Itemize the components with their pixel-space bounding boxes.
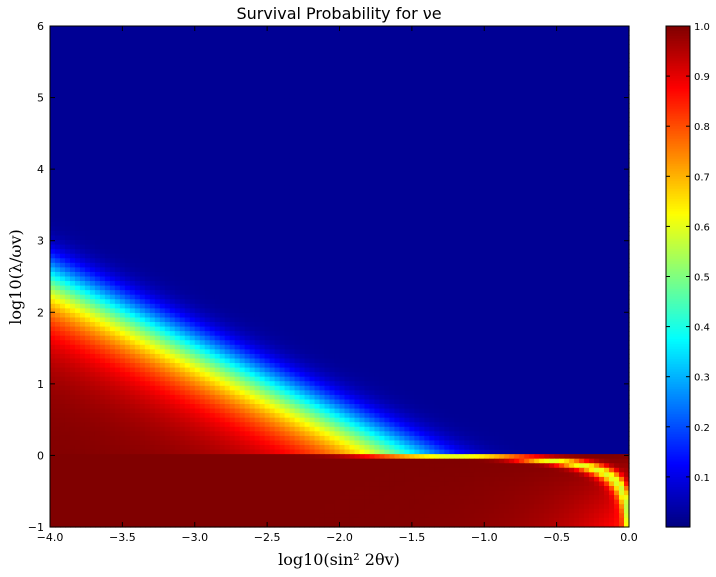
x-axis-label: log10(sin² 2θv) [278,550,400,569]
x-tick-label: −3.5 [109,531,136,544]
x-tick-label: −2.0 [326,531,353,544]
x-tick-label: −0.5 [543,531,570,544]
colorbar [666,26,690,528]
y-tick-label: 0 [37,449,44,462]
x-tick-label: −1.0 [471,531,498,544]
y-tick-label: −1 [28,521,44,534]
colorbar-tick-label: 0.2 [694,423,710,434]
chart-title: Survival Probability for νe [236,4,441,23]
x-tick-label: −3.0 [181,531,208,544]
y-tick-label: 4 [37,163,44,176]
colorbar-tick-label: 0.8 [694,122,710,133]
colorbar-tick-label: 0.5 [694,273,710,284]
colorbar-tick-label: 0.7 [694,172,710,183]
colorbar-tick-label: 0.4 [694,323,710,334]
colorbar-tick-label: 0.3 [694,373,710,384]
y-axis-label: log10(λ/ωv) [6,229,25,324]
y-tick-label: 3 [37,235,44,248]
x-tick-label: −2.5 [254,531,281,544]
colorbar-tick-label: 0.1 [694,473,710,484]
colorbar-tick-label: 0.6 [694,222,710,233]
y-axis-ticks: −1 0 1 2 3 4 5 6 [28,20,629,534]
x-tick-label: −1.5 [399,531,426,544]
colorbar-ticks: 0.1 0.2 0.3 0.4 0.5 0.6 0.7 0.8 0.9 1.0 [666,22,710,484]
colorbar-tick-label: 0.9 [694,72,710,83]
y-tick-label: 1 [37,378,44,391]
y-tick-label: 5 [37,92,44,105]
x-tick-label: −4.0 [37,531,64,544]
x-axis-ticks: −4.0 −3.5 −3.0 −2.5 −2.0 −1.5 −1.0 −0.5 0.0 [37,26,638,544]
x-tick-label: 0.0 [620,531,638,544]
y-tick-label: 2 [37,306,44,319]
colorbar-tick-label: 1.0 [694,22,710,33]
y-tick-label: 6 [37,20,44,33]
heatmap-plot-area [50,26,630,528]
